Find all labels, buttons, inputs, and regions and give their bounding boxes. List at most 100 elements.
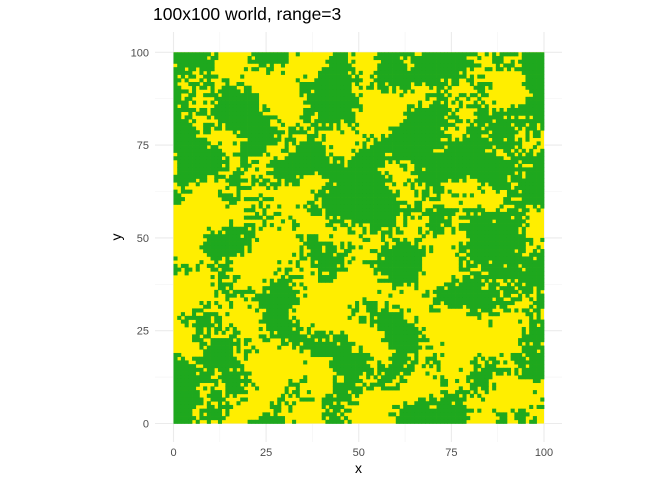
heatmap-cell <box>432 397 437 402</box>
heatmap-cell <box>188 416 193 421</box>
heatmap-cell <box>206 148 211 153</box>
heatmap-cell <box>377 52 382 57</box>
heatmap-cell <box>199 301 204 306</box>
heatmap-cell <box>332 185 337 190</box>
heatmap-cell <box>440 341 445 346</box>
heatmap-cell <box>366 211 371 216</box>
heatmap-cell <box>269 304 274 309</box>
heatmap-cell <box>406 133 411 139</box>
heatmap-cell <box>225 282 230 287</box>
heatmap-cell <box>532 338 537 343</box>
heatmap-cell <box>321 96 326 101</box>
heatmap-cell <box>273 115 278 120</box>
heatmap-cell <box>229 182 234 187</box>
heatmap-cell <box>473 304 478 309</box>
heatmap-cell <box>203 93 208 98</box>
heatmap-cell <box>410 360 415 365</box>
heatmap-cell <box>329 59 334 64</box>
heatmap-cell <box>229 267 234 272</box>
heatmap-cell <box>321 416 326 421</box>
heatmap-cell <box>432 234 437 239</box>
heatmap-cell <box>488 122 493 127</box>
heatmap-cell <box>462 297 467 302</box>
heatmap-cell <box>521 208 526 213</box>
heatmap-cell <box>421 401 426 406</box>
heatmap-cell <box>529 289 534 294</box>
heatmap-cell <box>269 130 274 135</box>
heatmap-cell <box>532 145 537 150</box>
heatmap-cell <box>236 237 241 242</box>
heatmap-cell <box>436 171 441 176</box>
heatmap-cell <box>243 178 248 183</box>
heatmap-cell <box>458 297 463 302</box>
heatmap-cell <box>410 275 415 280</box>
heatmap-cell <box>332 163 337 168</box>
heatmap-cell <box>325 96 330 101</box>
heatmap-cell <box>488 182 493 187</box>
heatmap-cell <box>399 278 404 283</box>
heatmap-cell <box>414 167 419 172</box>
heatmap-cell <box>232 382 237 387</box>
heatmap-cell <box>236 241 241 246</box>
heatmap-cell <box>477 241 482 246</box>
heatmap-cell <box>195 330 200 335</box>
heatmap-cell <box>503 360 508 365</box>
heatmap-cell <box>443 219 449 224</box>
heatmap-cell <box>188 378 193 384</box>
heatmap-cell <box>336 178 341 183</box>
heatmap-cell <box>180 263 185 268</box>
heatmap-cell <box>321 115 326 120</box>
heatmap-cell <box>225 260 230 265</box>
heatmap-cell <box>321 148 326 153</box>
heatmap-cell <box>425 408 430 413</box>
heatmap-cell <box>458 93 463 98</box>
heatmap-cell <box>521 234 526 239</box>
heatmap-cell <box>532 93 537 98</box>
heatmap-cell <box>329 360 334 365</box>
heatmap-cell <box>295 260 300 265</box>
heatmap-cell <box>484 289 489 294</box>
heatmap-cell <box>532 156 537 161</box>
heatmap-cell <box>443 208 449 213</box>
heatmap-cell <box>540 326 545 332</box>
heatmap-cell <box>506 52 511 57</box>
heatmap-cell <box>425 223 430 228</box>
heatmap-cell <box>484 226 489 231</box>
heatmap-cell <box>384 156 389 161</box>
heatmap-cell <box>380 245 386 250</box>
heatmap-cell <box>325 70 330 75</box>
heatmap-cell <box>392 82 397 87</box>
heatmap-cell <box>481 122 486 127</box>
heatmap-cell <box>177 197 182 202</box>
heatmap-cell <box>440 119 445 124</box>
heatmap-cell <box>184 148 189 153</box>
heatmap-cell <box>414 59 419 64</box>
heatmap-cell <box>280 315 285 320</box>
heatmap-cell <box>284 171 289 176</box>
heatmap-cell <box>318 111 323 116</box>
heatmap-cell <box>310 93 315 98</box>
heatmap-cell <box>488 271 493 276</box>
heatmap-cell <box>251 141 256 146</box>
heatmap-cell <box>477 156 482 161</box>
heatmap-cell <box>536 326 541 332</box>
heatmap-cell <box>443 56 449 61</box>
heatmap-cell <box>292 219 297 224</box>
heatmap-cell <box>540 397 545 402</box>
heatmap-cell <box>418 137 423 142</box>
heatmap-cell <box>484 260 489 265</box>
heatmap-cell <box>247 215 252 220</box>
heatmap-cell <box>462 249 467 254</box>
heatmap-cell <box>318 159 323 165</box>
heatmap-cell <box>429 304 434 309</box>
heatmap-cell <box>521 349 526 354</box>
heatmap-cell <box>225 185 230 190</box>
heatmap-cell <box>210 111 215 116</box>
heatmap-cell <box>284 323 289 328</box>
heatmap-cell <box>429 133 434 139</box>
heatmap-cell <box>358 171 363 176</box>
heatmap-cell <box>329 100 334 105</box>
heatmap-cell <box>225 122 230 127</box>
heatmap-cell <box>414 334 419 339</box>
heatmap-cell <box>536 208 541 213</box>
